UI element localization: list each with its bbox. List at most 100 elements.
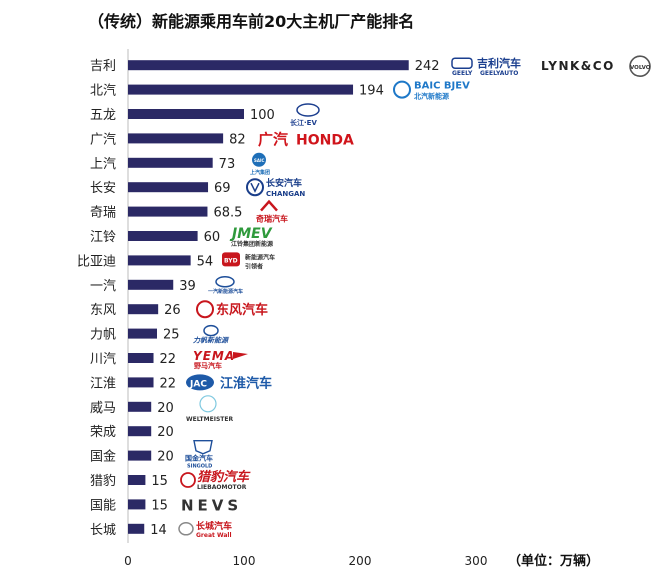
weltmeister-logo-text: WELTMEISTER (186, 416, 233, 423)
changan-logo-text: 长安汽车 (266, 177, 302, 189)
saic-emblem (252, 152, 266, 167)
value-label: 69 (214, 181, 231, 196)
category-label: 江淮 (90, 376, 116, 391)
byd-logo-text: 新能源汽车 (245, 253, 275, 261)
jmev-logo-text: JMEV (229, 226, 273, 242)
bar (128, 401, 152, 412)
chart-title: （传统）新能源乘用车前20大主机厂产能排名 (88, 12, 415, 31)
dongfeng-logo-text: 东风汽车 (216, 302, 268, 318)
jac-logo-text: 江淮汽车 (220, 375, 272, 391)
lifan-emblem (203, 324, 219, 337)
category-label: 力帆 (90, 328, 116, 343)
wulong-emblem (296, 103, 320, 117)
value-label: 20 (157, 401, 174, 416)
bar (128, 157, 213, 168)
category-label: 猎豹 (90, 474, 116, 489)
nevs-logo-text: NEVS (181, 496, 242, 514)
changan-emblem (246, 178, 264, 197)
honda-logo-text: HONDA (296, 132, 354, 148)
unit-label: （单位：万辆） (508, 553, 599, 569)
category-label: 吉利 (90, 59, 116, 74)
bar (128, 377, 154, 388)
greatwall-logo-sub: Great Wall (196, 532, 232, 539)
value-label: 242 (415, 59, 440, 74)
baic-logo-sub: 北汽新能源 (414, 92, 449, 101)
value-label: 100 (250, 108, 275, 123)
bar (128, 499, 146, 510)
value-label: 20 (157, 450, 174, 465)
liebao-emblem (180, 472, 196, 488)
bar (128, 426, 152, 437)
volvo-logo-text: VOLVO (630, 65, 651, 71)
baic-logo-text: BAIC BJEV (414, 81, 470, 92)
category-label: 长城 (90, 523, 116, 538)
changan-emblem-mark (250, 182, 260, 193)
category-label: 五龙 (90, 108, 116, 123)
value-label: 15 (151, 498, 168, 513)
singgold-logo-text: 国金汽车 (185, 454, 213, 463)
category-label: 广汽 (90, 132, 116, 147)
yema-emblem (233, 352, 248, 359)
yema-logo-text: YEMA (193, 349, 235, 363)
category-label: 奇瑞 (90, 205, 116, 221)
category-label: 比亚迪 (77, 254, 116, 269)
geely-logo-text: 吉利汽车 (477, 56, 521, 70)
value-label: 68.5 (213, 206, 242, 221)
bar (128, 450, 152, 461)
liebao-logo-text: 猎豹汽车 (197, 469, 251, 485)
category-label: 长安 (90, 181, 116, 196)
jac-emblem (186, 374, 214, 391)
byd-logo-badge: BYD (224, 257, 238, 264)
saic-logo-text: 上汽集团 (250, 169, 270, 176)
value-label: 82 (229, 132, 246, 147)
chery-logo-text: 奇瑞汽车 (256, 214, 288, 224)
category-label: 东风 (90, 303, 116, 318)
volvo-emblem (629, 55, 651, 77)
category-label: 威马 (90, 401, 116, 416)
x-tick-label: 0 (124, 554, 132, 568)
category-label: 国金 (90, 449, 116, 465)
byd-emblem (222, 252, 240, 267)
bar (128, 523, 145, 534)
value-label: 20 (157, 425, 174, 440)
x-tick-label: 300 (465, 554, 488, 568)
geely-emblem (451, 57, 473, 69)
x-tick-label: 200 (349, 554, 372, 568)
bar (128, 279, 174, 290)
yema-logo-sub: 野马汽车 (194, 361, 222, 370)
jmev-logo-sub: 江铃集团新能源 (231, 240, 273, 248)
category-label: 北汽 (90, 84, 116, 99)
category-label: 上汽 (90, 157, 116, 172)
bar (128, 255, 191, 266)
value-label: 73 (219, 157, 236, 172)
lynkco-logo-text: LYNK&CO (541, 59, 615, 73)
singgold-emblem (193, 440, 213, 455)
value-label: 54 (197, 254, 214, 269)
liebao-logo-sub: LIEBAOMOTOR (197, 484, 247, 491)
bar (128, 475, 146, 485)
bar (128, 182, 209, 193)
value-label: 14 (150, 523, 167, 538)
faw-logo-text: 一汽新能源汽车 (208, 288, 243, 295)
weltmeister-emblem (199, 395, 217, 413)
value-label: 60 (204, 230, 221, 245)
geely-logo-sub: GEELYAUTO (480, 70, 518, 77)
value-label: 39 (179, 279, 196, 294)
wulong-logo-text: 长江·EV (290, 118, 317, 127)
faw-emblem (215, 276, 235, 288)
value-label: 194 (359, 84, 384, 99)
baic-emblem (393, 80, 411, 99)
greatwall-emblem (178, 522, 194, 536)
greatwall-logo-text: 长城汽车 (196, 520, 232, 532)
bar (128, 60, 409, 71)
saic-logo-badge: SAIC (254, 158, 264, 163)
value-label: 22 (160, 376, 177, 391)
chery-emblem (260, 199, 278, 212)
x-tick-label: 100 (233, 554, 256, 568)
category-label: 荣成 (90, 425, 116, 440)
changan-logo-sub: CHANGAN (266, 190, 305, 198)
gac-logo-text: 广汽 (258, 130, 288, 148)
bar (128, 231, 198, 241)
dongfeng-emblem (196, 300, 214, 319)
